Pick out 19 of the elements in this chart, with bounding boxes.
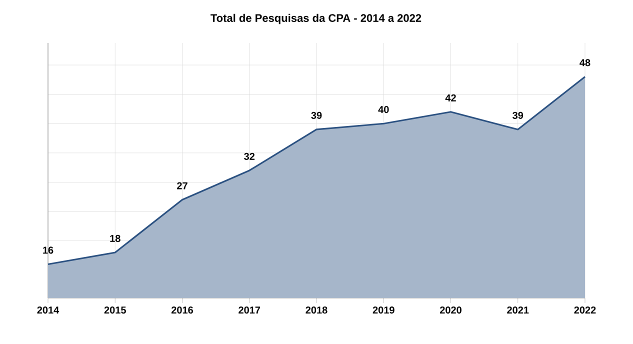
x-tick-label: 2018 (306, 306, 328, 314)
data-label: 39 (311, 112, 322, 119)
x-tick-label: 2020 (440, 306, 462, 314)
data-label: 27 (177, 182, 188, 190)
x-tick-label: 2014 (37, 306, 60, 314)
data-label: 39 (512, 112, 524, 119)
data-label: 40 (378, 106, 389, 114)
data-label: 48 (580, 59, 590, 66)
x-tick-label: 2022 (574, 306, 596, 314)
data-label: 18 (110, 234, 120, 242)
x-tick-label: 2021 (507, 306, 529, 314)
data-label: 16 (43, 246, 54, 254)
data-label: 42 (445, 94, 456, 102)
chart-title: Total de Pesquisas da CPA - 2014 a 2022 (210, 14, 422, 24)
x-tick-label: 2017 (238, 306, 260, 314)
x-tick-label: 2016 (171, 306, 194, 314)
x-tick-label: 2015 (104, 306, 126, 314)
data-label: 32 (244, 152, 255, 160)
x-tick-label: 2019 (372, 306, 394, 314)
